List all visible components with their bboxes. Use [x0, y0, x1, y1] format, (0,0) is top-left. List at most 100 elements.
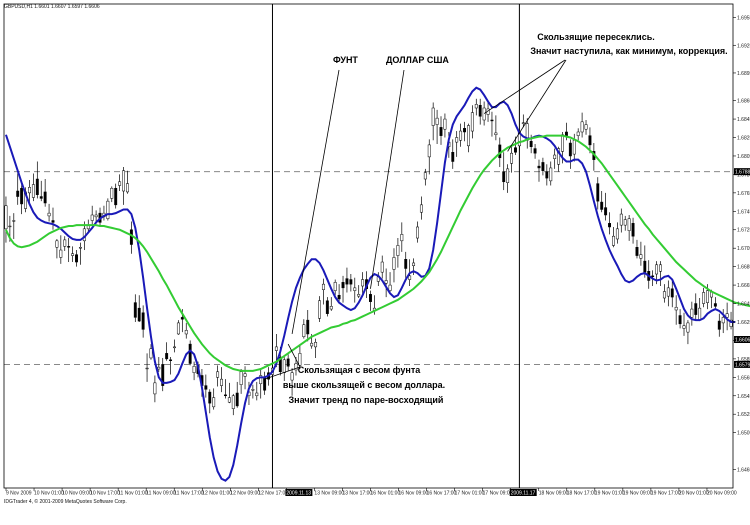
candle-body-140 [553, 154, 557, 159]
candle-body-162 [639, 254, 643, 259]
y-tick-label-14: 1.6645 [737, 302, 750, 308]
candle-body-29 [118, 181, 122, 186]
candle-body-99 [392, 257, 396, 270]
candle-body-11 [47, 212, 51, 217]
candle-body-48 [192, 366, 196, 373]
candle-body-3 [16, 190, 20, 197]
dollar-label: ДОЛЛАР США [386, 55, 449, 65]
candle-body-108 [427, 144, 431, 158]
x-tick-label-1: 10 Nov 01:00 [34, 491, 64, 497]
moving-average-0 [5, 86, 735, 482]
candle-body-2 [12, 220, 16, 222]
candle-body-111 [439, 127, 443, 136]
x-tick-label-4: 11 Nov 01:00 [118, 491, 148, 497]
candle-body-138 [545, 171, 549, 179]
candle-body-115 [455, 137, 459, 143]
candle-body-102 [404, 259, 408, 269]
y-tick-label-9: 1.6745 [737, 209, 750, 215]
y-tick-label-1: 1.6925 [737, 43, 750, 49]
candle-body-104 [412, 262, 416, 266]
candle-body-10 [43, 191, 47, 204]
candle-body-170 [670, 288, 674, 298]
candle-body-120 [474, 104, 478, 109]
x-tick-label-18: 2009.11.17 19:00 [511, 491, 550, 497]
candle-body-179 [706, 290, 709, 303]
x-tick-label-17: 17 Nov 09:00 [483, 491, 513, 497]
candle-body-122 [482, 107, 486, 121]
candle-body-171 [674, 306, 678, 311]
candle-body-14 [59, 249, 63, 258]
x-tick-label-3: 10 Nov 17:00 [90, 491, 120, 497]
candle-body-97 [384, 280, 388, 284]
crossing-note-line-2: Значит наступила, как минимум, коррекция… [530, 46, 727, 56]
candle-body-65 [259, 375, 263, 385]
symbol-header: GBPUSD,H1 1.6601 1.6607 1.6597 1.6606 [4, 4, 100, 10]
candle-body-23 [94, 214, 98, 218]
candle-body-81 [321, 283, 325, 290]
candle-body-182 [717, 320, 721, 330]
candle-body-177 [698, 307, 702, 321]
candle-body-91 [361, 279, 365, 287]
candle-body-172 [678, 315, 682, 325]
candle-body-17 [71, 253, 75, 256]
candle-body-136 [537, 165, 541, 169]
candle-body-26 [106, 200, 110, 219]
candle-body-31 [126, 183, 129, 193]
price-label-2: 1.6579 [735, 362, 750, 368]
candle-body-159 [627, 218, 631, 231]
x-tick-label-5: 11 Nov 09:00 [146, 491, 176, 497]
candle-body-98 [388, 284, 392, 291]
candle-body-75 [298, 353, 302, 366]
candle-body-137 [541, 162, 545, 171]
price-label-box-1 [734, 336, 750, 344]
candle-body-74 [294, 363, 298, 371]
candle-body-34 [137, 307, 141, 322]
candle-body-18 [75, 254, 78, 263]
candle-body-148 [584, 124, 588, 130]
x-label-highlight-10 [285, 489, 313, 496]
candle-body-54 [216, 371, 220, 378]
x-tick-label-8: 12 Nov 09:00 [230, 491, 260, 497]
candle-body-106 [419, 204, 423, 213]
x-tick-label-13: 16 Nov 01:00 [371, 491, 401, 497]
pointer-line-1 [370, 69, 405, 289]
candle-body-154 [608, 223, 611, 228]
candle-body-7 [31, 184, 35, 198]
candle-body-141 [557, 148, 561, 165]
candle-body-155 [612, 235, 615, 246]
candle-body-127 [502, 171, 506, 183]
candle-body-156 [615, 228, 619, 240]
candle-body-53 [212, 397, 216, 408]
x-tick-label-2: 10 Nov 09:00 [62, 491, 92, 497]
price-label-box-0 [734, 168, 750, 176]
candle-body-46 [184, 330, 188, 335]
candle-body-169 [666, 287, 670, 297]
candle-body-134 [529, 140, 533, 147]
candle-body-89 [353, 287, 357, 291]
candle-body-12 [51, 220, 55, 223]
candle-body-109 [431, 107, 435, 126]
candle-body-130 [514, 147, 517, 153]
trend-note-line-1: Скользящая с весом фунта [298, 365, 422, 375]
price-label-0: 1.6788 [735, 170, 750, 176]
candle-body-112 [443, 118, 447, 130]
candle-body-110 [435, 117, 439, 125]
candle-body-167 [659, 264, 662, 272]
pointer-line-0 [291, 69, 340, 335]
candle-body-114 [451, 152, 455, 162]
y-tick-label-8: 1.6765 [737, 191, 750, 197]
x-label-highlight-18 [509, 489, 537, 496]
candle-body-116 [459, 130, 463, 141]
candle-body-78 [310, 342, 314, 347]
trend-note-line-2: выше скользящей с весом доллара. [283, 380, 445, 390]
x-tick-label-22: 19 Nov 09:00 [623, 491, 653, 497]
candle-body-118 [466, 125, 470, 147]
candle-body-178 [702, 292, 706, 304]
candle-body-121 [478, 104, 482, 117]
candle-body-15 [63, 239, 67, 247]
trend-note-line-3: Значит тренд по паре-восходящий [289, 395, 444, 405]
x-tick-label-7: 12 Nov 01:00 [202, 491, 232, 497]
candle-body-125 [494, 132, 498, 135]
